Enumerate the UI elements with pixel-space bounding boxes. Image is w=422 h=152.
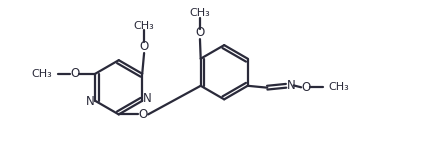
Text: CH₃: CH₃ [31,69,52,79]
Text: N: N [287,79,295,92]
Text: O: O [195,26,205,39]
Text: CH₃: CH₃ [134,21,154,31]
Text: CH₃: CH₃ [328,82,349,92]
Text: O: O [140,40,149,53]
Text: N: N [86,95,95,108]
Text: O: O [138,108,148,121]
Text: O: O [301,81,310,94]
Text: N: N [143,92,151,105]
Text: O: O [70,67,79,80]
Text: CH₃: CH₃ [189,9,210,19]
